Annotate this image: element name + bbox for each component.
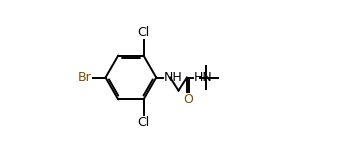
Text: NH: NH	[163, 71, 182, 84]
Text: HN: HN	[193, 71, 212, 84]
Text: Cl: Cl	[137, 116, 150, 129]
Text: Br: Br	[78, 71, 92, 84]
Text: O: O	[183, 93, 193, 106]
Text: Cl: Cl	[137, 26, 150, 39]
